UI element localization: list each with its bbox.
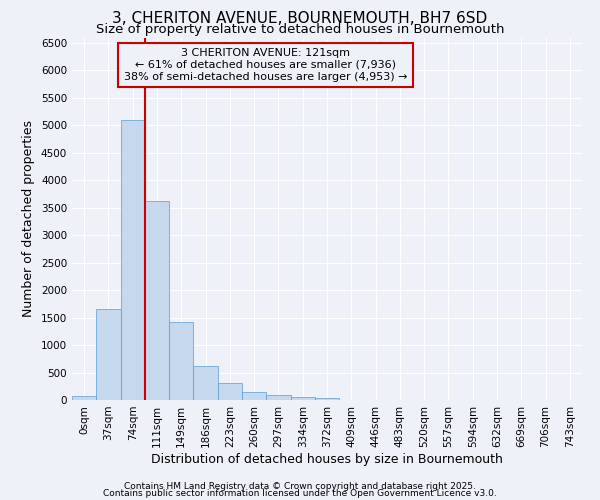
Text: 3 CHERITON AVENUE: 121sqm
← 61% of detached houses are smaller (7,936)
38% of se: 3 CHERITON AVENUE: 121sqm ← 61% of detac… <box>124 48 407 82</box>
Text: 3, CHERITON AVENUE, BOURNEMOUTH, BH7 6SD: 3, CHERITON AVENUE, BOURNEMOUTH, BH7 6SD <box>112 11 488 26</box>
Bar <box>290 397 315 400</box>
Bar <box>242 392 266 400</box>
Bar <box>218 383 242 400</box>
Text: Contains public sector information licensed under the Open Government Licence v3: Contains public sector information licen… <box>103 490 497 498</box>
Bar <box>145 201 169 400</box>
Bar <box>169 322 193 400</box>
Bar <box>72 396 96 400</box>
Y-axis label: Number of detached properties: Number of detached properties <box>22 120 35 318</box>
Text: Contains HM Land Registry data © Crown copyright and database right 2025.: Contains HM Land Registry data © Crown c… <box>124 482 476 491</box>
Bar <box>96 310 121 400</box>
Bar <box>315 398 339 400</box>
X-axis label: Distribution of detached houses by size in Bournemouth: Distribution of detached houses by size … <box>151 452 503 466</box>
Text: Size of property relative to detached houses in Bournemouth: Size of property relative to detached ho… <box>96 22 504 36</box>
Bar <box>193 366 218 400</box>
Bar <box>121 120 145 400</box>
Bar <box>266 395 290 400</box>
